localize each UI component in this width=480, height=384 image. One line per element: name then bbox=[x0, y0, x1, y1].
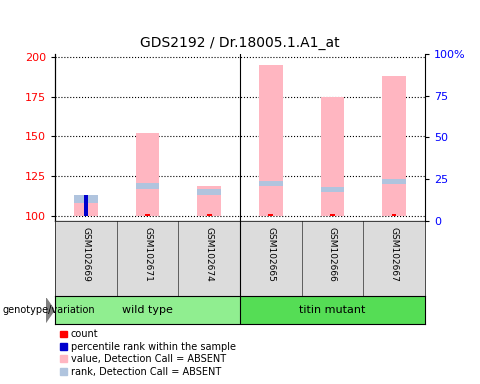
Bar bbox=[259, 181, 283, 186]
Text: titin mutant: titin mutant bbox=[299, 305, 366, 315]
Text: GSM102671: GSM102671 bbox=[143, 227, 152, 282]
Bar bbox=[145, 214, 150, 216]
Bar bbox=[136, 183, 159, 189]
Text: genotype/variation: genotype/variation bbox=[2, 305, 95, 315]
Title: GDS2192 / Dr.18005.1.A1_at: GDS2192 / Dr.18005.1.A1_at bbox=[140, 36, 340, 50]
Bar bbox=[74, 195, 98, 203]
Bar bbox=[84, 203, 88, 216]
Text: GSM102674: GSM102674 bbox=[204, 227, 214, 281]
Bar bbox=[321, 97, 344, 216]
Bar bbox=[392, 214, 396, 216]
Text: GSM102666: GSM102666 bbox=[328, 227, 337, 282]
Bar bbox=[240, 296, 425, 324]
Text: GSM102665: GSM102665 bbox=[266, 227, 276, 282]
Legend: count, percentile rank within the sample, value, Detection Call = ABSENT, rank, : count, percentile rank within the sample… bbox=[60, 329, 236, 377]
Polygon shape bbox=[46, 298, 54, 323]
Text: wild type: wild type bbox=[122, 305, 173, 315]
Bar bbox=[382, 179, 406, 184]
Bar bbox=[84, 195, 88, 216]
Bar bbox=[207, 214, 212, 216]
Bar bbox=[268, 214, 273, 216]
Bar bbox=[74, 203, 98, 216]
Bar bbox=[136, 133, 159, 216]
Bar bbox=[321, 187, 344, 192]
Bar bbox=[197, 189, 221, 195]
Bar bbox=[259, 65, 283, 216]
Bar bbox=[55, 296, 240, 324]
Bar bbox=[197, 186, 221, 216]
Bar bbox=[382, 76, 406, 216]
Bar bbox=[330, 214, 335, 216]
Text: GSM102667: GSM102667 bbox=[389, 227, 398, 282]
Text: GSM102669: GSM102669 bbox=[82, 227, 91, 282]
